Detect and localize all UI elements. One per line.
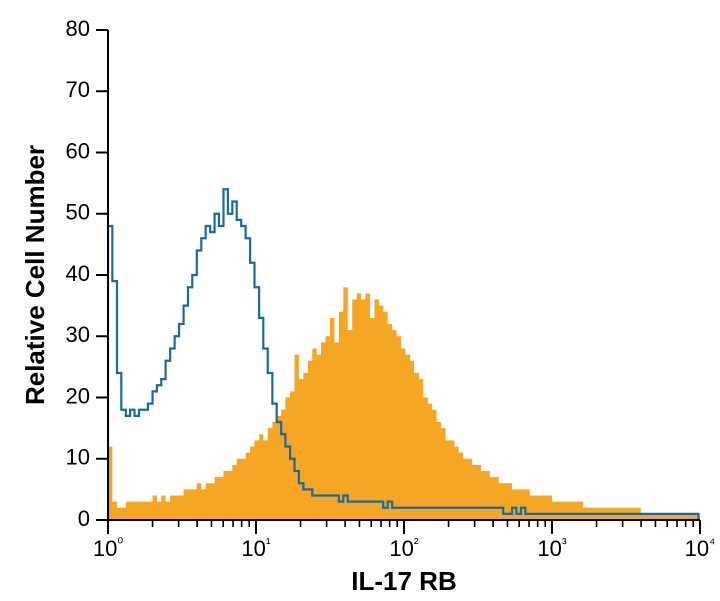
y-tick-label: 30 [66, 322, 90, 347]
x-tick-label: 10³ [537, 536, 566, 561]
y-tick-label: 70 [66, 77, 90, 102]
chart-svg: 0 10 20 30 40 50 60 70 80 10⁰ 10¹ 10² 10³ 10⁴ Relativ… [0, 0, 720, 601]
y-tick-label: 40 [66, 261, 90, 286]
flow-cytometry-chart: 0 10 20 30 40 50 60 70 80 10⁰ 10¹ 10² 10³ 10⁴ Relativ… [0, 0, 720, 601]
x-axis-label: IL-17 RB [351, 566, 456, 596]
y-tick-label: 0 [78, 506, 90, 531]
y-axis-label: Relative Cell Number [20, 145, 50, 405]
x-tick-label: 10⁰ [93, 536, 123, 561]
plot-area [108, 189, 700, 520]
x-tick-label: 10⁴ [685, 536, 716, 561]
y-tick-label: 20 [66, 383, 90, 408]
x-tick-label: 10² [389, 536, 418, 561]
y-tick-label: 60 [66, 138, 90, 163]
y-axis-label-group: Relative Cell Number [20, 145, 50, 405]
x-tick-label: 10¹ [241, 536, 270, 561]
y-tick-label: 50 [66, 200, 90, 225]
series-il17rb-stained [108, 287, 700, 520]
y-tick-label: 80 [66, 16, 90, 41]
y-tick-label: 10 [66, 445, 90, 470]
